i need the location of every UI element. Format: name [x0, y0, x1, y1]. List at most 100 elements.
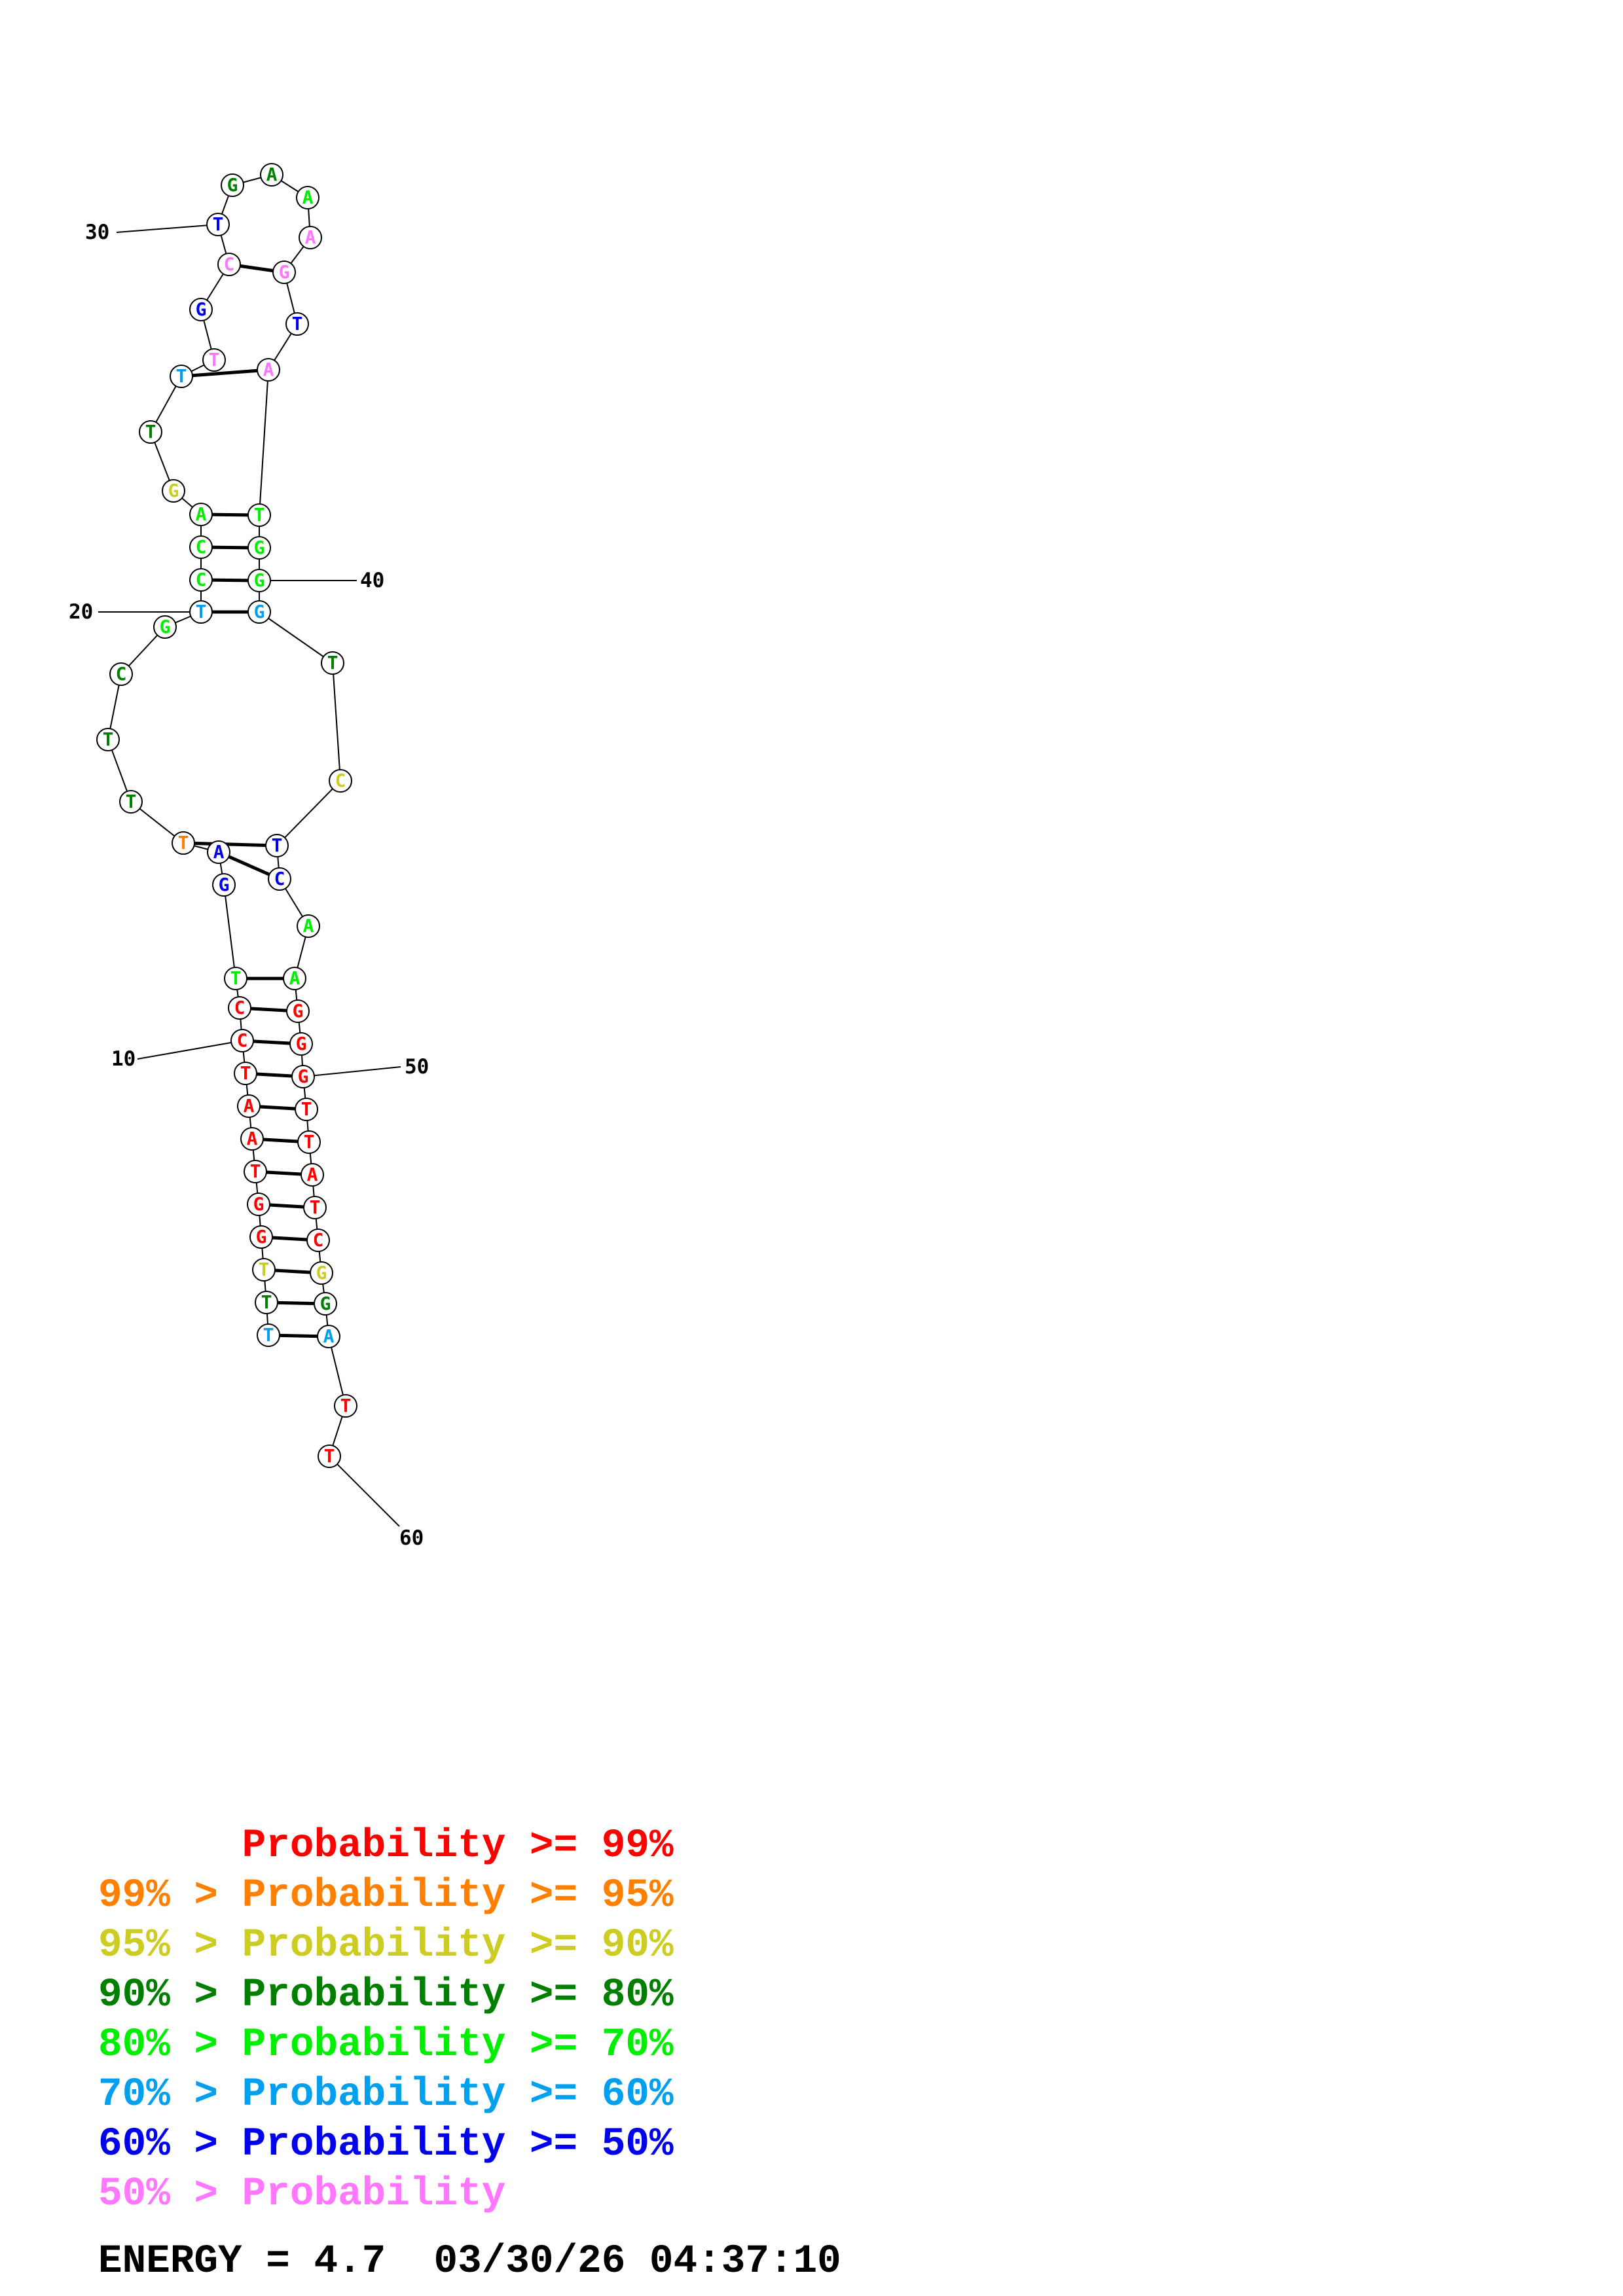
nucleotide-circle	[189, 298, 213, 321]
nucleotide-circle	[289, 1032, 313, 1056]
legend-threshold-prefix: 50% >	[98, 2172, 242, 2217]
nucleotide-circle	[172, 831, 195, 855]
nucleotide-circle	[230, 1029, 254, 1052]
legend-threshold-suffix: >= 60%	[505, 2072, 674, 2117]
nucleotide-letter: A	[305, 226, 316, 248]
nucleotide: C	[228, 996, 251, 1020]
legend-row: 80% > Probability >= 70%	[98, 2025, 674, 2065]
nucleotide: T	[303, 1196, 327, 1219]
nucleotide: A	[240, 1127, 264, 1151]
backbone-segment	[276, 780, 341, 846]
nucleotide: A	[301, 1163, 324, 1187]
nucleotide: A	[189, 503, 213, 526]
nucleotide-circle	[119, 790, 143, 814]
nucleotide-letter: A	[244, 1095, 255, 1117]
nucleotide-circle	[212, 873, 236, 897]
legend-threshold-prefix: 99% >	[98, 1873, 242, 1918]
nucleotide-circle	[268, 867, 291, 891]
position-label: 50	[405, 1055, 429, 1079]
nucleotide-letter: A	[263, 359, 274, 380]
nucleotide: T	[224, 967, 247, 990]
legend-threshold-prefix: 95% >	[98, 1923, 242, 1968]
position-label-layer: 10 20 30 40 50 60	[69, 221, 429, 1550]
nucleotide-letter: G	[316, 1262, 327, 1283]
nucleotide-circle	[252, 1258, 276, 1282]
nucleotide: A	[257, 358, 280, 382]
backbone-segment	[223, 884, 236, 979]
position-tick	[302, 1066, 401, 1077]
nucleotide-circle	[228, 996, 251, 1020]
nucleotide: T	[321, 651, 344, 675]
nucleotide-letter: T	[126, 791, 137, 812]
nucleotide-circle	[318, 1444, 341, 1468]
nucleotide-circle	[207, 840, 230, 864]
nucleotide: A	[317, 1325, 340, 1348]
nucleotide: T	[255, 1291, 278, 1314]
nucleotide: T	[170, 365, 193, 388]
nucleotide-letter: A	[307, 1164, 318, 1185]
nucleotide-circle	[272, 260, 296, 284]
legend-threshold-suffix: >= 50%	[505, 2122, 674, 2167]
nucleotide-circle	[297, 914, 320, 938]
backbone-segment	[328, 1336, 346, 1407]
nucleotide-circle	[260, 163, 283, 187]
nucleotide: T	[172, 831, 195, 855]
legend-probability-label: Probability	[242, 2172, 506, 2217]
nucleotide-circle	[189, 568, 213, 592]
nucleotide: T	[265, 834, 289, 857]
nucleotide-letter: T	[176, 365, 187, 387]
legend-probability-label: Probability	[242, 1923, 506, 1968]
nucleotide: G	[212, 873, 236, 897]
legend-probability-label: Probability	[242, 1973, 506, 2018]
nucleotide-circle	[299, 226, 322, 249]
nucleotide-letter: C	[196, 536, 207, 558]
nucleotide: G	[289, 1032, 313, 1056]
nucleotide-letter: T	[261, 1291, 272, 1313]
nucleotide-circle	[297, 1130, 321, 1154]
nucleotide: C	[329, 769, 352, 793]
nucleotide: T	[234, 1062, 257, 1085]
legend-threshold-prefix: 90% >	[98, 1973, 242, 2018]
nucleotide-letter: A	[323, 1325, 335, 1347]
nucleotide-circle	[247, 536, 271, 560]
nucleotide: C	[189, 535, 213, 559]
nucleotide: G	[153, 615, 177, 639]
nucleotide: C	[217, 253, 241, 276]
nucleotide-circle	[153, 615, 177, 639]
nucleotide-letter: A	[303, 915, 314, 937]
nucleotide: G	[221, 173, 244, 197]
nucleotide-letter: G	[168, 480, 179, 501]
nucleotide-circle	[221, 173, 244, 197]
nucleotide: T	[295, 1098, 318, 1121]
nucleotide-letter: G	[296, 1033, 307, 1054]
legend-threshold-prefix: 70% >	[98, 2072, 242, 2117]
nucleotide-letter: C	[224, 253, 235, 275]
position-tick	[329, 1456, 400, 1527]
nucleotide-circle	[217, 253, 241, 276]
nucleotide-letter: T	[213, 213, 224, 235]
nucleotide: T	[252, 1258, 276, 1282]
nucleotide-letter: G	[227, 174, 238, 196]
nucleotide: G	[286, 999, 310, 1023]
nucleotide-letter: T	[254, 504, 265, 526]
nucleotide-letter: G	[254, 569, 265, 591]
legend-probability-label: Probability	[242, 2022, 506, 2068]
nucleotide-circle	[296, 186, 319, 209]
nucleotide-letter: T	[301, 1098, 312, 1120]
nucleotide-circle	[96, 728, 120, 751]
nucleotide-letter: C	[196, 569, 207, 590]
nucleotide: A	[297, 914, 320, 938]
nucleotide: G	[247, 1193, 270, 1216]
nucleotide-circle	[234, 1062, 257, 1085]
legend-row: 90% > Probability >= 80%	[98, 1975, 674, 2015]
nucleotide-letter: T	[230, 967, 242, 989]
nucleotide-circle	[283, 967, 306, 990]
nucleotide: C	[268, 867, 291, 891]
nucleotide-circle	[303, 1196, 327, 1219]
nucleotide-letter: G	[219, 874, 230, 895]
nucleotide-circle	[329, 769, 352, 793]
nucleotide-letter: A	[196, 503, 207, 525]
legend-threshold-suffix: >= 99%	[505, 1823, 674, 1869]
nucleotide-circle	[285, 312, 309, 336]
nucleotide: T	[297, 1130, 321, 1154]
